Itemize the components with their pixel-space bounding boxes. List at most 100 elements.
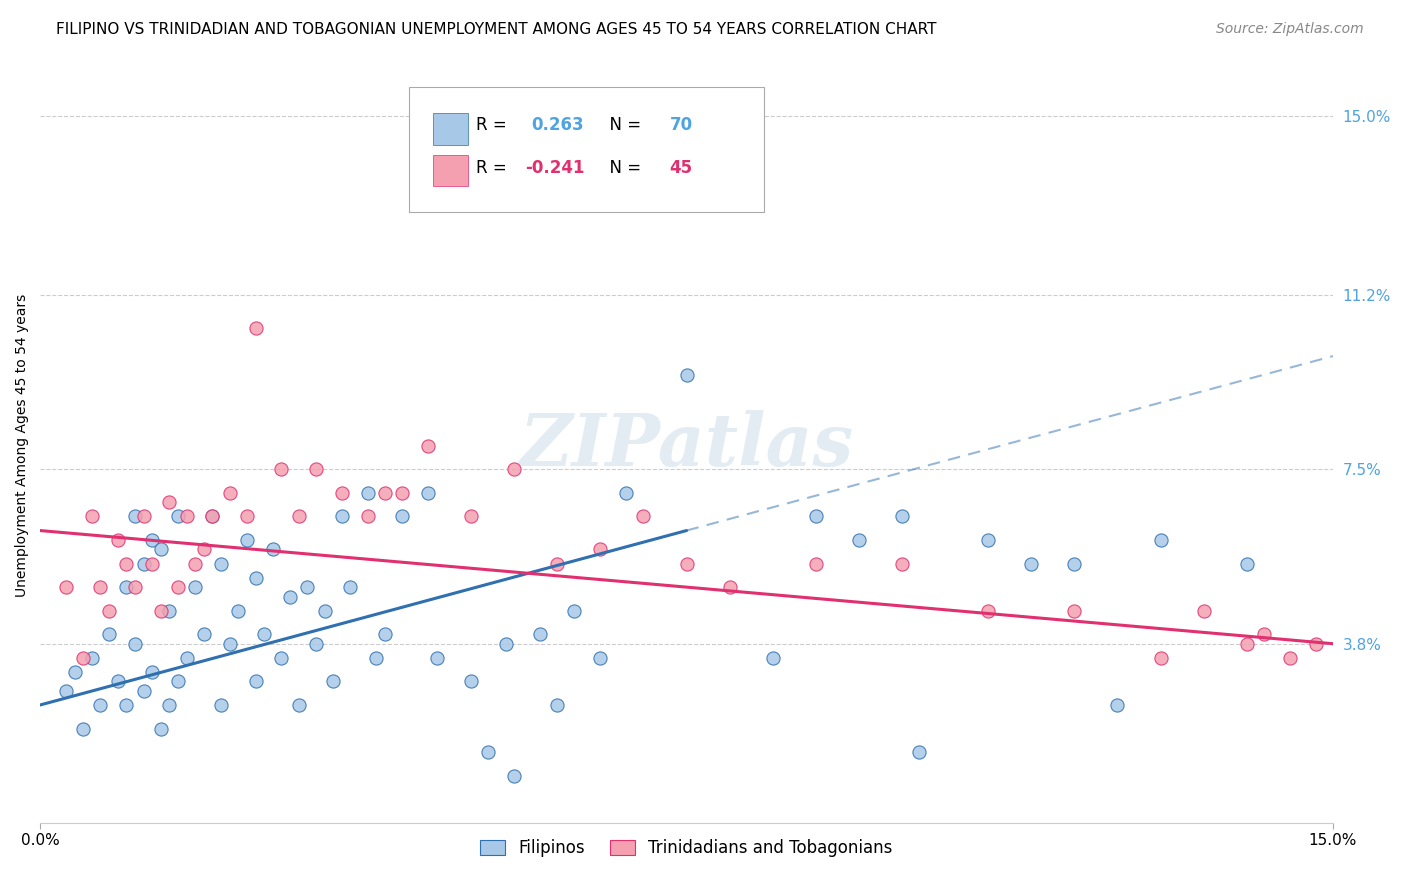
- Point: [1236, 557, 1258, 571]
- Point: [891, 557, 914, 571]
- Point: [115, 557, 138, 571]
- Point: [218, 637, 240, 651]
- Point: [201, 509, 224, 524]
- Point: [1305, 637, 1327, 651]
- Point: [132, 557, 155, 571]
- Point: [374, 485, 396, 500]
- Text: Source: ZipAtlas.com: Source: ZipAtlas.com: [1216, 22, 1364, 37]
- Point: [322, 674, 344, 689]
- Y-axis label: Unemployment Among Ages 45 to 54 years: Unemployment Among Ages 45 to 54 years: [15, 294, 30, 598]
- Point: [98, 627, 121, 641]
- Text: N =: N =: [599, 116, 645, 134]
- Point: [391, 509, 413, 524]
- Point: [124, 580, 146, 594]
- Point: [115, 698, 138, 712]
- Point: [1149, 650, 1171, 665]
- Point: [589, 650, 612, 665]
- Point: [157, 604, 180, 618]
- Text: 0.263: 0.263: [531, 116, 583, 134]
- Point: [236, 509, 259, 524]
- Point: [270, 650, 292, 665]
- Point: [339, 580, 361, 594]
- Text: ZIPatlas: ZIPatlas: [519, 410, 853, 481]
- Point: [149, 722, 172, 736]
- Point: [262, 542, 284, 557]
- Point: [305, 462, 328, 476]
- Point: [89, 580, 111, 594]
- Point: [356, 485, 378, 500]
- Point: [1019, 557, 1042, 571]
- Point: [297, 580, 319, 594]
- Point: [124, 509, 146, 524]
- Point: [245, 674, 267, 689]
- Point: [305, 637, 328, 651]
- Point: [1278, 650, 1301, 665]
- Point: [141, 665, 163, 679]
- Point: [72, 650, 94, 665]
- Point: [891, 509, 914, 524]
- Point: [1236, 637, 1258, 651]
- Point: [1107, 698, 1129, 712]
- Point: [503, 769, 526, 783]
- Point: [124, 637, 146, 651]
- Point: [176, 509, 198, 524]
- Point: [330, 509, 353, 524]
- Point: [330, 485, 353, 500]
- Point: [115, 580, 138, 594]
- Point: [209, 698, 232, 712]
- Point: [460, 509, 482, 524]
- Point: [287, 698, 309, 712]
- Legend: Filipinos, Trinidadians and Tobagonians: Filipinos, Trinidadians and Tobagonians: [474, 832, 900, 863]
- Text: -0.241: -0.241: [524, 159, 585, 178]
- Point: [184, 580, 207, 594]
- Point: [132, 509, 155, 524]
- FancyBboxPatch shape: [409, 87, 763, 211]
- Point: [416, 485, 439, 500]
- Point: [1149, 533, 1171, 547]
- Point: [236, 533, 259, 547]
- Point: [107, 533, 129, 547]
- Point: [278, 590, 301, 604]
- Point: [1253, 627, 1275, 641]
- Point: [391, 485, 413, 500]
- Point: [89, 698, 111, 712]
- Point: [218, 485, 240, 500]
- Point: [366, 650, 388, 665]
- Point: [762, 650, 785, 665]
- Point: [529, 627, 551, 641]
- Point: [245, 571, 267, 585]
- Point: [72, 722, 94, 736]
- Point: [675, 368, 697, 382]
- Point: [314, 604, 336, 618]
- Point: [167, 580, 190, 594]
- Point: [193, 542, 215, 557]
- Point: [270, 462, 292, 476]
- Point: [848, 533, 870, 547]
- Point: [416, 439, 439, 453]
- Text: N =: N =: [599, 159, 645, 178]
- Point: [63, 665, 86, 679]
- Point: [564, 604, 586, 618]
- Point: [356, 509, 378, 524]
- Point: [141, 533, 163, 547]
- Point: [1192, 604, 1215, 618]
- Point: [546, 698, 568, 712]
- Point: [1063, 604, 1085, 618]
- Point: [477, 745, 499, 759]
- Point: [149, 542, 172, 557]
- Point: [287, 509, 309, 524]
- Point: [503, 462, 526, 476]
- Text: 70: 70: [669, 116, 693, 134]
- Point: [374, 627, 396, 641]
- Point: [908, 745, 931, 759]
- Point: [977, 533, 1000, 547]
- Point: [201, 509, 224, 524]
- Point: [157, 698, 180, 712]
- Point: [149, 604, 172, 618]
- Point: [718, 580, 741, 594]
- Point: [80, 650, 103, 665]
- Point: [426, 650, 449, 665]
- Text: FILIPINO VS TRINIDADIAN AND TOBAGONIAN UNEMPLOYMENT AMONG AGES 45 TO 54 YEARS CO: FILIPINO VS TRINIDADIAN AND TOBAGONIAN U…: [56, 22, 936, 37]
- FancyBboxPatch shape: [433, 113, 468, 145]
- Point: [80, 509, 103, 524]
